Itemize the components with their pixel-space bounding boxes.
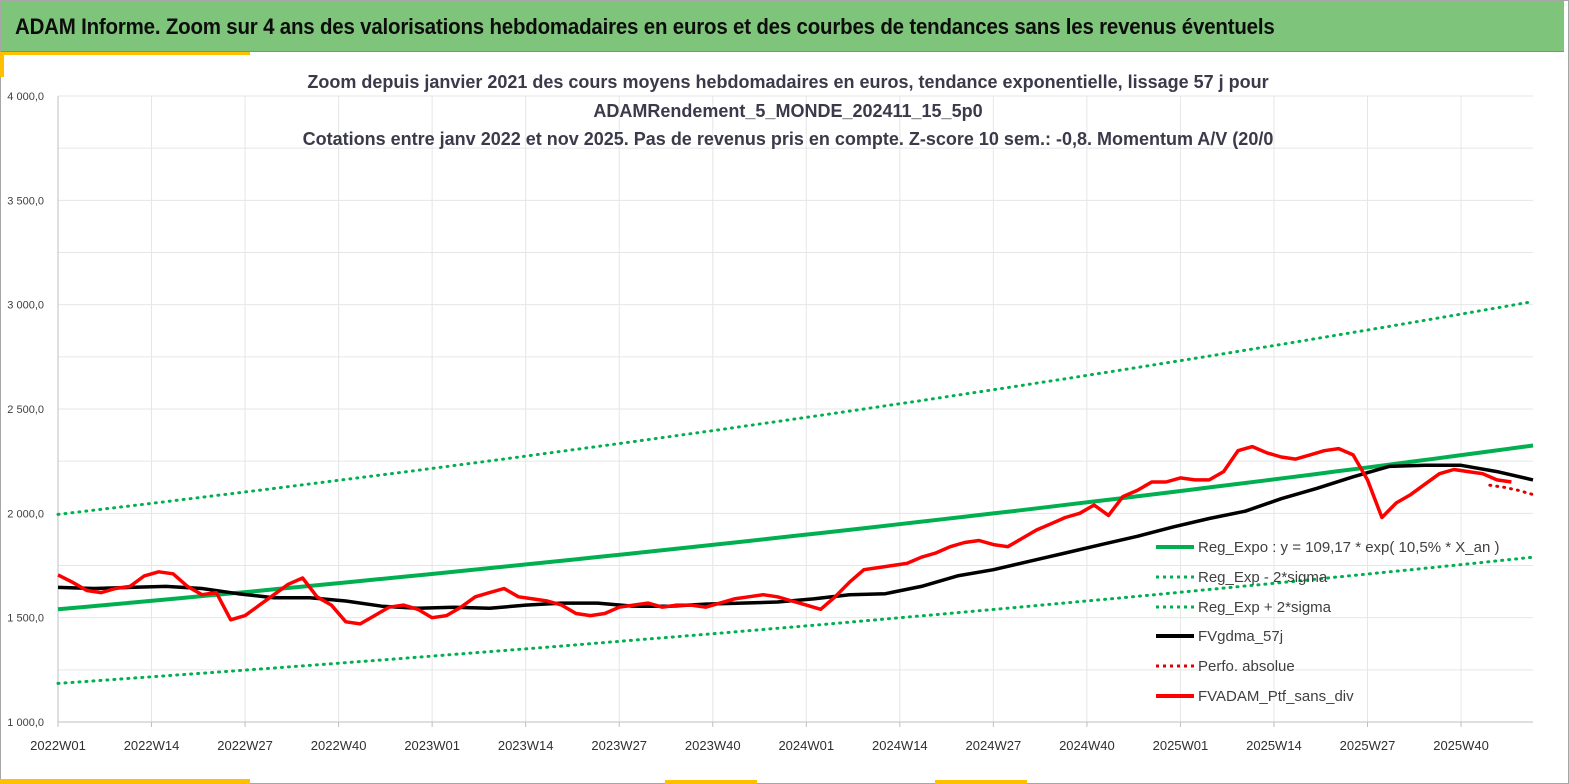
series: [56, 300, 1535, 685]
y-tick-label: 3 500,0: [7, 195, 44, 207]
y-tick-label: 2 500,0: [7, 404, 44, 416]
chart-title: Zoom depuis janvier 2021 des cours moyen…: [303, 72, 1274, 149]
gold-accent-bottom-right: [935, 780, 1027, 784]
y-tick-label: 1 500,0: [7, 613, 44, 625]
y-tick-label: 1 000,0: [7, 717, 44, 729]
x-tick-label: 2024W40: [1059, 738, 1115, 753]
x-tick-label: 2023W40: [685, 738, 741, 753]
x-tick-label: 2022W14: [124, 738, 180, 753]
chart-title-line-1: Zoom depuis janvier 2021 des cours moyen…: [307, 72, 1268, 92]
x-tick-label: 2023W27: [591, 738, 647, 753]
x-tick-label: 2023W01: [404, 738, 460, 753]
x-tick-label: 2025W40: [1433, 738, 1489, 753]
x-tick-label: 2025W27: [1340, 738, 1396, 753]
x-tick-label: 2022W27: [217, 738, 273, 753]
legend-label-fvgdma: FVgdma_57j: [1198, 628, 1283, 645]
gold-accent-bottom: [0, 779, 250, 784]
x-tick-label: 2024W14: [872, 738, 928, 753]
x-tick-label: 2023W14: [498, 738, 554, 753]
chart-title-line-2: ADAMRendement_5_MONDE_202411_15_5p0: [593, 101, 982, 121]
y-tick-label: 4 000,0: [7, 91, 44, 103]
legend-label-fvadam: FVADAM_Ptf_sans_div: [1198, 688, 1354, 705]
series-line-fvadam: [57, 444, 1512, 626]
header-banner: ADAM Informe. Zoom sur 4 ans des valoris…: [1, 1, 1564, 52]
y-tick-label: 3 000,0: [7, 300, 44, 312]
gold-accent-top: [0, 52, 250, 55]
legend-label-reg-expo: Reg_Expo : y = 109,17 * exp( 10,5% * X_a…: [1198, 539, 1499, 556]
gold-accent-left: [0, 52, 4, 77]
legend: Reg_Expo : y = 109,17 * exp( 10,5% * X_a…: [1156, 539, 1499, 705]
gold-accent-bottom-mid: [665, 780, 757, 784]
x-tick-label: 2025W14: [1246, 738, 1302, 753]
y-tick-label: 2 000,0: [7, 508, 44, 520]
legend-label-perfo: Perfo. absolue: [1198, 658, 1295, 675]
series-line-reg-expo: [57, 443, 1534, 612]
series-line-reg-plus: [56, 300, 1535, 516]
legend-label-reg-plus: Reg_Exp + 2*sigma: [1198, 599, 1332, 616]
x-tick-label: 2022W01: [30, 738, 86, 753]
x-tick-label: 2025W01: [1153, 738, 1209, 753]
x-tick-label: 2022W40: [311, 738, 367, 753]
series-line-reg-minus: [56, 555, 1535, 685]
banner-title: ADAM Informe. Zoom sur 4 ans des valoris…: [15, 14, 1275, 39]
axes: 1 000,0 1 500,0 2 000,0 2 500,0 3 000,0 3 500…: [7, 91, 1533, 753]
legend-label-reg-minus: Reg_Exp - 2*sigma: [1198, 569, 1328, 586]
x-tick-label: 2024W01: [778, 738, 834, 753]
chart-title-line-3: Cotations entre janv 2022 et nov 2025. P…: [303, 129, 1274, 149]
x-tick-label: 2024W27: [966, 738, 1022, 753]
series-line-perfo: [1488, 483, 1535, 497]
grid: [57, 95, 1533, 723]
